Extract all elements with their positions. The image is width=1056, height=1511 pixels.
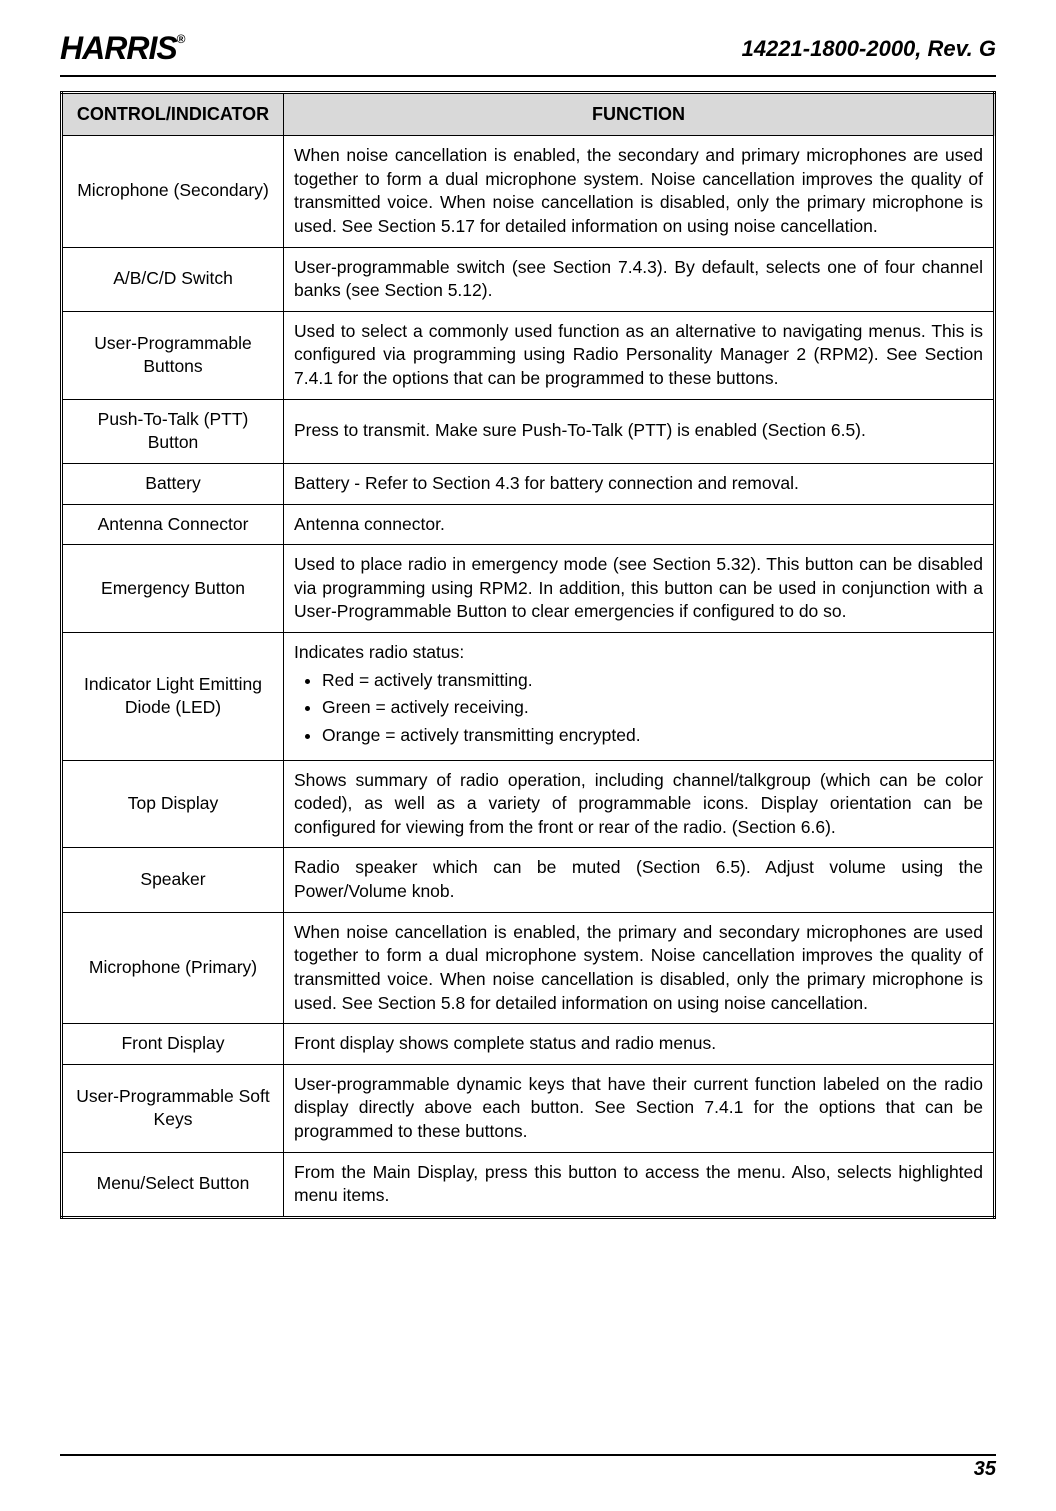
function-cell: Used to place radio in emergency mode (s…	[284, 545, 995, 633]
header-rule	[60, 75, 996, 77]
table-row: A/B/C/D SwitchUser-programmable switch (…	[62, 247, 995, 311]
controls-table: CONTROL/INDICATOR FUNCTION Microphone (S…	[60, 91, 996, 1219]
status-list-item: Orange = actively transmitting encrypted…	[322, 724, 983, 748]
function-cell: Radio speaker which can be muted (Sectio…	[284, 848, 995, 912]
status-list-item: Red = actively transmitting.	[322, 669, 983, 693]
control-cell: Front Display	[62, 1024, 284, 1065]
control-cell: Microphone (Secondary)	[62, 136, 284, 248]
function-cell: Shows summary of radio operation, includ…	[284, 760, 995, 848]
table-row: Menu/Select ButtonFrom the Main Display,…	[62, 1152, 995, 1217]
table-row: Front DisplayFront display shows complet…	[62, 1024, 995, 1065]
table-row: Antenna ConnectorAntenna connector.	[62, 504, 995, 545]
document-id: 14221-1800-2000, Rev. G	[742, 36, 996, 62]
control-cell: Top Display	[62, 760, 284, 848]
col-header-function: FUNCTION	[284, 93, 995, 136]
table-row: User-Programmable ButtonsUsed to select …	[62, 311, 995, 399]
table-row: User-Programmable Soft KeysUser-programm…	[62, 1064, 995, 1152]
table-row: Microphone (Primary)When noise cancellat…	[62, 912, 995, 1024]
table-body: Microphone (Secondary)When noise cancell…	[62, 136, 995, 1218]
function-cell: When noise cancellation is enabled, the …	[284, 136, 995, 248]
function-cell: Indicates radio status: Red = actively tr…	[284, 633, 995, 761]
function-cell: Used to select a commonly used function …	[284, 311, 995, 399]
page: HARRIS® 14221-1800-2000, Rev. G CONTROL/…	[0, 0, 1056, 1511]
header-row: HARRIS® 14221-1800-2000, Rev. G	[60, 30, 996, 67]
function-cell: Antenna connector.	[284, 504, 995, 545]
control-cell: A/B/C/D Switch	[62, 247, 284, 311]
control-cell: Emergency Button	[62, 545, 284, 633]
function-cell: Front display shows complete status and …	[284, 1024, 995, 1065]
function-cell: Battery - Refer to Section 4.3 for batte…	[284, 463, 995, 504]
control-cell: User-Programmable Buttons	[62, 311, 284, 399]
footer-rule	[60, 1454, 996, 1456]
control-cell: Battery	[62, 463, 284, 504]
function-cell: User-programmable switch (see Section 7.…	[284, 247, 995, 311]
function-cell: When noise cancellation is enabled, the …	[284, 912, 995, 1024]
table-header-row: CONTROL/INDICATOR FUNCTION	[62, 93, 995, 136]
table-row: SpeakerRadio speaker which can be muted …	[62, 848, 995, 912]
brand-logo: HARRIS®	[60, 30, 185, 67]
table-row: Microphone (Secondary)When noise cancell…	[62, 136, 995, 248]
function-intro: Indicates radio status:	[294, 641, 983, 665]
table-row: Top DisplayShows summary of radio operat…	[62, 760, 995, 848]
control-cell: User-Programmable Soft Keys	[62, 1064, 284, 1152]
function-cell: From the Main Display, press this button…	[284, 1152, 995, 1217]
logo-registered: ®	[177, 32, 185, 46]
table-row: Push-To-Talk (PTT) ButtonPress to transm…	[62, 399, 995, 463]
logo-text: HARRIS	[60, 30, 177, 66]
control-cell: Menu/Select Button	[62, 1152, 284, 1217]
status-list: Red = actively transmitting. Green = acti…	[294, 669, 983, 748]
function-cell: Press to transmit. Make sure Push-To-Tal…	[284, 399, 995, 463]
status-list-item: Green = actively receiving.	[322, 696, 983, 720]
control-cell: Indicator Light Emitting Diode (LED)	[62, 633, 284, 761]
table-row: BatteryBattery - Refer to Section 4.3 fo…	[62, 463, 995, 504]
control-cell: Antenna Connector	[62, 504, 284, 545]
table-row: Indicator Light Emitting Diode (LED)Indi…	[62, 633, 995, 761]
page-number: 35	[60, 1458, 996, 1481]
table-row: Emergency ButtonUsed to place radio in e…	[62, 545, 995, 633]
control-cell: Push-To-Talk (PTT) Button	[62, 399, 284, 463]
control-cell: Speaker	[62, 848, 284, 912]
control-cell: Microphone (Primary)	[62, 912, 284, 1024]
function-cell: User-programmable dynamic keys that have…	[284, 1064, 995, 1152]
col-header-control: CONTROL/INDICATOR	[62, 93, 284, 136]
footer: 35	[60, 1454, 996, 1481]
